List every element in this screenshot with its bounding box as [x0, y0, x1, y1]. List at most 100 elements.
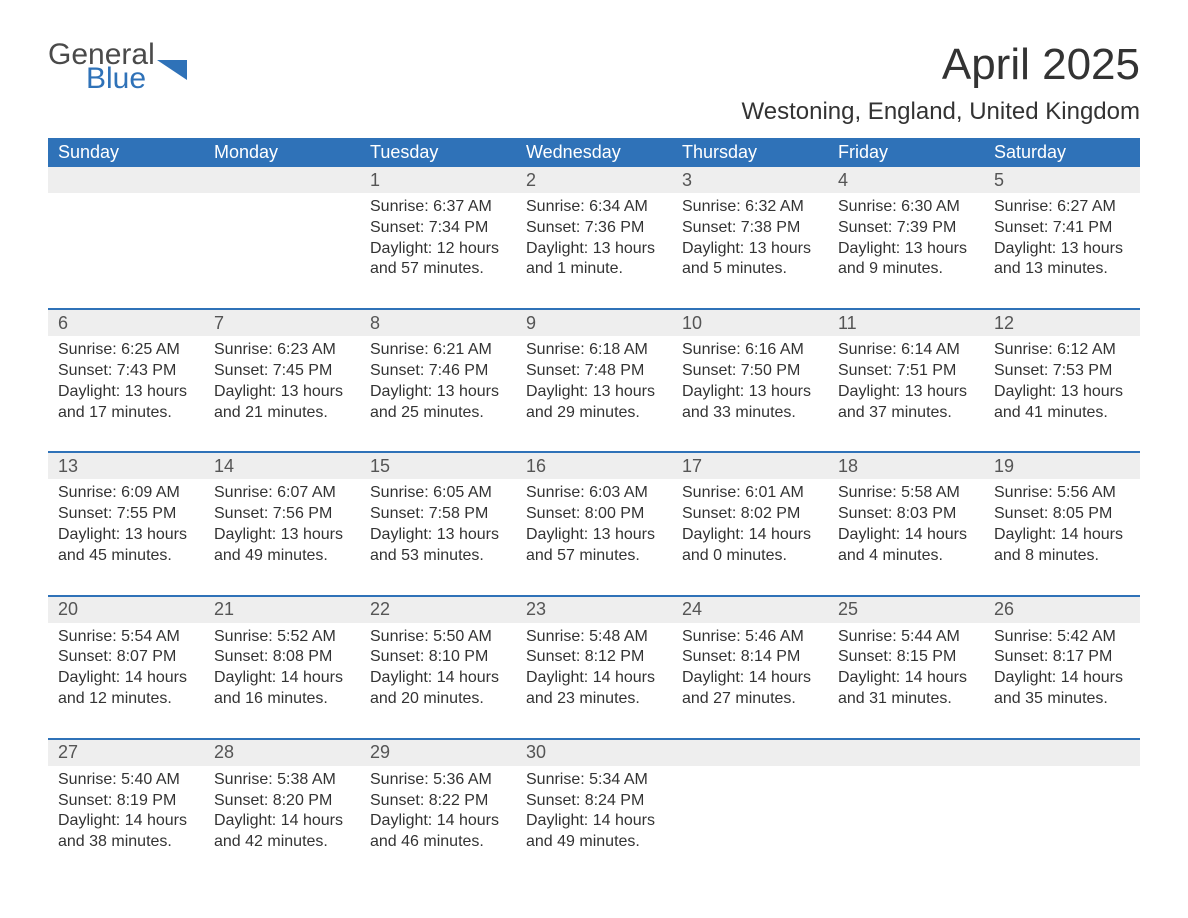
sunset: Sunset: 8:05 PM — [994, 504, 1130, 525]
sunrise: Sunrise: 6:21 AM — [370, 340, 506, 361]
day-content-row: Sunrise: 6:09 AMSunset: 7:55 PMDaylight:… — [48, 479, 1140, 595]
day-number: 4 — [828, 167, 984, 193]
sunset: Sunset: 7:50 PM — [682, 361, 818, 382]
sunrise: Sunrise: 5:36 AM — [370, 770, 506, 791]
sunset: Sunset: 8:15 PM — [838, 647, 974, 668]
day-cell — [204, 193, 360, 309]
sunset: Sunset: 7:43 PM — [58, 361, 194, 382]
daylight-line1: Daylight: 14 hours — [838, 525, 974, 546]
daylight-line1: Daylight: 13 hours — [526, 525, 662, 546]
day-cell: Sunrise: 5:42 AMSunset: 8:17 PMDaylight:… — [984, 623, 1140, 739]
day-cell: Sunrise: 6:32 AMSunset: 7:38 PMDaylight:… — [672, 193, 828, 309]
sunset: Sunset: 8:12 PM — [526, 647, 662, 668]
day-content-row: Sunrise: 6:37 AMSunset: 7:34 PMDaylight:… — [48, 193, 1140, 309]
daylight-line1: Daylight: 13 hours — [994, 382, 1130, 403]
day-cell: Sunrise: 5:44 AMSunset: 8:15 PMDaylight:… — [828, 623, 984, 739]
dow-sun: Sunday — [48, 138, 204, 167]
sunrise: Sunrise: 5:56 AM — [994, 483, 1130, 504]
sunrise: Sunrise: 6:30 AM — [838, 197, 974, 218]
sunrise: Sunrise: 6:27 AM — [994, 197, 1130, 218]
daylight-line1: Daylight: 14 hours — [994, 525, 1130, 546]
day-number-row: 12345 — [48, 167, 1140, 193]
sunrise: Sunrise: 6:14 AM — [838, 340, 974, 361]
sunrise: Sunrise: 6:03 AM — [526, 483, 662, 504]
sunrise: Sunrise: 5:42 AM — [994, 627, 1130, 648]
sunset: Sunset: 7:55 PM — [58, 504, 194, 525]
day-cell — [48, 193, 204, 309]
day-number: 19 — [984, 453, 1140, 479]
day-cell: Sunrise: 5:54 AMSunset: 8:07 PMDaylight:… — [48, 623, 204, 739]
day-of-week-header: Sunday Monday Tuesday Wednesday Thursday… — [48, 138, 1140, 167]
sunrise: Sunrise: 5:46 AM — [682, 627, 818, 648]
daylight-line1: Daylight: 14 hours — [370, 668, 506, 689]
daylight-line2: and 23 minutes. — [526, 689, 662, 710]
day-number: 25 — [828, 597, 984, 623]
day-cell: Sunrise: 5:52 AMSunset: 8:08 PMDaylight:… — [204, 623, 360, 739]
day-number: 3 — [672, 167, 828, 193]
day-number: 7 — [204, 310, 360, 336]
day-cell: Sunrise: 6:23 AMSunset: 7:45 PMDaylight:… — [204, 336, 360, 452]
logo-line2: Blue — [86, 64, 155, 94]
day-number: 30 — [516, 740, 672, 766]
sunrise: Sunrise: 6:09 AM — [58, 483, 194, 504]
day-cell: Sunrise: 6:18 AMSunset: 7:48 PMDaylight:… — [516, 336, 672, 452]
dow-tue: Tuesday — [360, 138, 516, 167]
daylight-line2: and 1 minute. — [526, 259, 662, 280]
day-number — [984, 740, 1140, 766]
sunrise: Sunrise: 5:44 AM — [838, 627, 974, 648]
sunrise: Sunrise: 6:01 AM — [682, 483, 818, 504]
day-number: 15 — [360, 453, 516, 479]
daylight-line1: Daylight: 14 hours — [58, 811, 194, 832]
day-cell: Sunrise: 6:34 AMSunset: 7:36 PMDaylight:… — [516, 193, 672, 309]
day-cell: Sunrise: 5:50 AMSunset: 8:10 PMDaylight:… — [360, 623, 516, 739]
sunset: Sunset: 7:51 PM — [838, 361, 974, 382]
day-number: 17 — [672, 453, 828, 479]
day-content-row: Sunrise: 5:40 AMSunset: 8:19 PMDaylight:… — [48, 766, 1140, 881]
sunset: Sunset: 7:48 PM — [526, 361, 662, 382]
day-cell: Sunrise: 6:03 AMSunset: 8:00 PMDaylight:… — [516, 479, 672, 595]
day-number: 8 — [360, 310, 516, 336]
day-number: 5 — [984, 167, 1140, 193]
day-cell: Sunrise: 6:37 AMSunset: 7:34 PMDaylight:… — [360, 193, 516, 309]
sunset: Sunset: 7:34 PM — [370, 218, 506, 239]
day-cell: Sunrise: 5:34 AMSunset: 8:24 PMDaylight:… — [516, 766, 672, 881]
sunset: Sunset: 8:07 PM — [58, 647, 194, 668]
day-number: 10 — [672, 310, 828, 336]
daylight-line1: Daylight: 13 hours — [370, 525, 506, 546]
sunset: Sunset: 7:56 PM — [214, 504, 350, 525]
day-number: 23 — [516, 597, 672, 623]
sunset: Sunset: 7:45 PM — [214, 361, 350, 382]
logo-flag-icon — [157, 56, 191, 84]
day-cell: Sunrise: 5:58 AMSunset: 8:03 PMDaylight:… — [828, 479, 984, 595]
day-cell: Sunrise: 6:12 AMSunset: 7:53 PMDaylight:… — [984, 336, 1140, 452]
day-content-row: Sunrise: 6:25 AMSunset: 7:43 PMDaylight:… — [48, 336, 1140, 452]
daylight-line1: Daylight: 13 hours — [58, 525, 194, 546]
sunset: Sunset: 8:19 PM — [58, 791, 194, 812]
day-cell: Sunrise: 6:27 AMSunset: 7:41 PMDaylight:… — [984, 193, 1140, 309]
day-cell — [828, 766, 984, 881]
daylight-line2: and 57 minutes. — [370, 259, 506, 280]
sunset: Sunset: 7:58 PM — [370, 504, 506, 525]
sunset: Sunset: 8:22 PM — [370, 791, 506, 812]
daylight-line1: Daylight: 13 hours — [682, 239, 818, 260]
day-number-row: 20212223242526 — [48, 597, 1140, 623]
day-number — [828, 740, 984, 766]
daylight-line2: and 38 minutes. — [58, 832, 194, 853]
day-number: 18 — [828, 453, 984, 479]
daylight-line1: Daylight: 14 hours — [682, 525, 818, 546]
sunrise: Sunrise: 5:40 AM — [58, 770, 194, 791]
sunset: Sunset: 7:38 PM — [682, 218, 818, 239]
daylight-line1: Daylight: 14 hours — [526, 668, 662, 689]
day-cell: Sunrise: 6:01 AMSunset: 8:02 PMDaylight:… — [672, 479, 828, 595]
daylight-line1: Daylight: 12 hours — [370, 239, 506, 260]
header: General Blue April 2025 Westoning, Engla… — [48, 40, 1140, 134]
day-number: 13 — [48, 453, 204, 479]
day-cell: Sunrise: 5:40 AMSunset: 8:19 PMDaylight:… — [48, 766, 204, 881]
daylight-line2: and 57 minutes. — [526, 546, 662, 567]
day-cell — [672, 766, 828, 881]
daylight-line2: and 42 minutes. — [214, 832, 350, 853]
daylight-line1: Daylight: 14 hours — [994, 668, 1130, 689]
sunrise: Sunrise: 6:16 AM — [682, 340, 818, 361]
sunrise: Sunrise: 5:58 AM — [838, 483, 974, 504]
dow-thu: Thursday — [672, 138, 828, 167]
